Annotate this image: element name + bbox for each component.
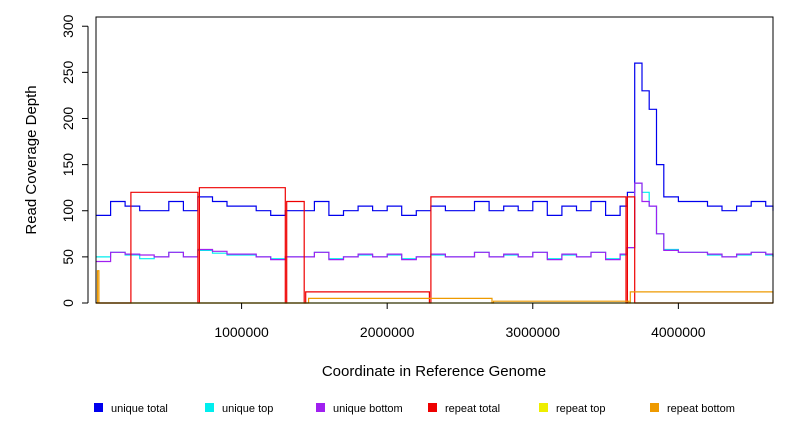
- legend-swatch: [539, 403, 548, 412]
- x-tick-label: 4000000: [651, 324, 706, 340]
- legend-swatch: [94, 403, 103, 412]
- legend-swatch: [316, 403, 325, 412]
- x-axis-label: Coordinate in Reference Genome: [322, 363, 546, 380]
- legend-label: unique top: [222, 403, 273, 415]
- legend-label: repeat total: [445, 403, 500, 415]
- x-axis: 1000000 2000000 3000000 4000000: [214, 303, 706, 340]
- legend-swatch: [428, 403, 437, 412]
- legend-label: repeat top: [556, 403, 606, 415]
- y-tick-label: 250: [60, 60, 76, 84]
- y-tick-label: 100: [60, 199, 76, 223]
- x-tick-label: 1000000: [214, 324, 269, 340]
- legend-label: unique total: [111, 403, 168, 415]
- x-tick-label: 3000000: [506, 324, 561, 340]
- plot-frame: [95, 16, 774, 304]
- y-tick-label: 0: [60, 299, 76, 307]
- legend-swatch: [205, 403, 214, 412]
- series-line-unique-bottom: [96, 182, 774, 263]
- y-axis: 0 50 100 150 200 250 300: [60, 14, 89, 307]
- y-axis-label: Read Coverage Depth: [23, 85, 40, 234]
- legend-label: unique bottom: [333, 403, 403, 415]
- legend-label: repeat bottom: [667, 403, 735, 415]
- legend: unique total unique top unique bottom repea…: [94, 403, 735, 415]
- legend-swatch: [650, 403, 659, 412]
- y-tick-label: 50: [60, 249, 76, 265]
- x-tick-label: 2000000: [360, 324, 415, 340]
- series-line-unique-total: [96, 62, 774, 216]
- series-line-repeat-bottom: [96, 270, 774, 304]
- y-tick-label: 150: [60, 153, 76, 177]
- y-tick-label: 300: [60, 14, 76, 38]
- y-tick-label: 200: [60, 107, 76, 131]
